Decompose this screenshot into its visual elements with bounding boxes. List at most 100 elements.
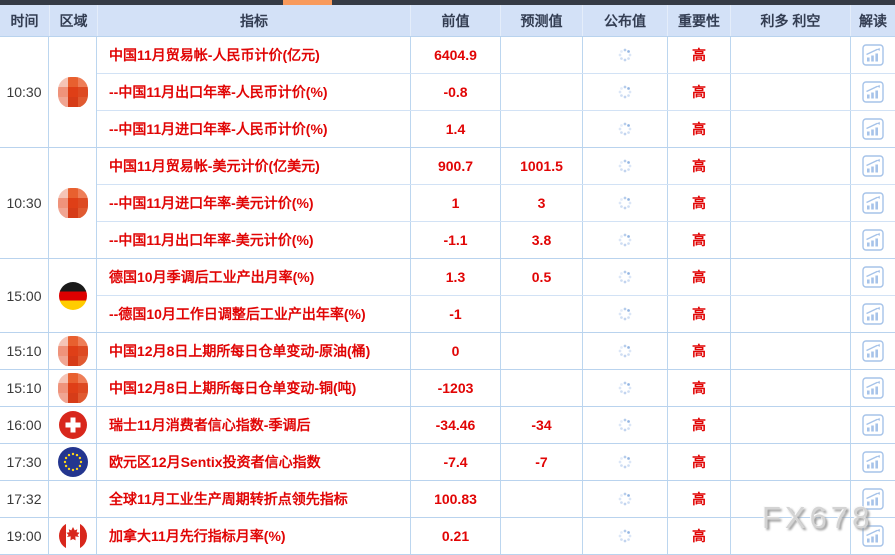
table-row: 中国11月贸易帐-人民币计价(亿元) 6404.9 高 [97, 37, 895, 73]
forecast-value [500, 333, 582, 369]
header-cell-interpret: 解读 [850, 5, 895, 36]
loading-spinner-icon [618, 455, 632, 469]
forecast-value [500, 370, 582, 406]
indicator-name[interactable]: --中国11月出口年率-美元计价(%) [109, 232, 314, 248]
published-value-pending [582, 37, 667, 73]
time-cell: 15:10 [0, 370, 49, 406]
indicator-name[interactable]: 中国12月8日上期所每日仓单变动-铜(吨) [109, 380, 357, 396]
importance-badge: 高 [667, 185, 730, 221]
region-cell [49, 259, 97, 332]
published-value-pending [582, 444, 667, 480]
bar-chart-arrow-icon [862, 488, 884, 510]
table-row: --中国11月进口年率-美元计价(%) 1 3 高 [97, 184, 895, 221]
china-flag-icon [57, 335, 88, 367]
previous-value: 0 [410, 333, 500, 369]
previous-value: -1 [410, 296, 500, 332]
interpret-button[interactable] [850, 111, 895, 147]
indicator-name[interactable]: --中国11月进口年率-美元计价(%) [109, 195, 314, 211]
forecast-value [500, 296, 582, 332]
previous-value: -1203 [410, 370, 500, 406]
interpret-button[interactable] [850, 370, 895, 406]
bias-cell [730, 481, 850, 517]
forecast-value: -7 [500, 444, 582, 480]
forecast-value [500, 481, 582, 517]
indicator-name[interactable]: --中国11月出口年率-人民币计价(%) [109, 84, 328, 100]
indicator-name[interactable]: 瑞士11月消费者信心指数-季调后 [109, 417, 311, 433]
interpret-button[interactable] [850, 74, 895, 110]
table-row: --中国11月进口年率-人民币计价(%) 1.4 高 [97, 110, 895, 147]
calendar-group: 15:10 中国12月8日上期所每日仓单变动-原油(桶) 0 高 [0, 333, 895, 370]
time-cell: 10:30 [0, 37, 49, 147]
interpret-button[interactable] [850, 296, 895, 332]
table-row: 加拿大11月先行指标月率(%) 0.21 高 [97, 518, 895, 554]
bias-cell [730, 111, 850, 147]
time-cell: 15:00 [0, 259, 49, 332]
bias-cell [730, 37, 850, 73]
previous-value: -1.1 [410, 222, 500, 258]
loading-spinner-icon [618, 85, 632, 99]
previous-value: 1 [410, 185, 500, 221]
header-cell-region: 区域 [49, 5, 97, 36]
importance-badge: 高 [667, 74, 730, 110]
importance-badge: 高 [667, 518, 730, 554]
importance-badge: 高 [667, 444, 730, 480]
bar-chart-arrow-icon [862, 229, 884, 251]
indicator-name[interactable]: 中国11月贸易帐-人民币计价(亿元) [109, 47, 320, 63]
eu-flag-icon [57, 447, 88, 477]
interpret-button[interactable] [850, 518, 895, 554]
loading-spinner-icon [618, 307, 632, 321]
interpret-button[interactable] [850, 37, 895, 73]
bias-cell [730, 296, 850, 332]
loading-spinner-icon [618, 344, 632, 358]
interpret-button[interactable] [850, 148, 895, 184]
table-row: --中国11月出口年率-美元计价(%) -1.1 3.8 高 [97, 221, 895, 258]
indicator-name[interactable]: --中国11月进口年率-人民币计价(%) [109, 121, 328, 137]
table-header: 时间 区域 指标 前值 预测值 公布值 重要性 利多 利空 解读 [0, 5, 895, 37]
interpret-button[interactable] [850, 444, 895, 480]
table-body: 10:30 中国11月贸易帐-人民币计价(亿元) 6404.9 高 --中国11月出口年… [0, 37, 895, 555]
calendar-group: 17:30 欧元区12月Sentix投资者信心指数 -7.4 -7 高 [0, 444, 895, 481]
loading-spinner-icon [618, 233, 632, 247]
importance-badge: 高 [667, 370, 730, 406]
indicator-name[interactable]: --德国10月工作日调整后工业产出年率(%) [109, 306, 366, 322]
published-value-pending [582, 370, 667, 406]
bias-cell [730, 259, 850, 295]
interpret-button[interactable] [850, 185, 895, 221]
previous-value: -0.8 [410, 74, 500, 110]
importance-badge: 高 [667, 333, 730, 369]
interpret-button[interactable] [850, 333, 895, 369]
bar-chart-arrow-icon [862, 303, 884, 325]
top-scrollbar-thumb[interactable] [283, 0, 332, 5]
china-flag-icon [57, 372, 88, 404]
published-value-pending [582, 148, 667, 184]
published-value-pending [582, 185, 667, 221]
published-value-pending [582, 111, 667, 147]
region-cell [49, 333, 97, 369]
previous-value: 1.3 [410, 259, 500, 295]
loading-spinner-icon [618, 381, 632, 395]
interpret-button[interactable] [850, 481, 895, 517]
published-value-pending [582, 222, 667, 258]
indicator-name[interactable]: 全球11月工业生产周期转折点领先指标 [109, 491, 348, 507]
interpret-button[interactable] [850, 259, 895, 295]
header-cell-time: 时间 [10, 12, 39, 29]
interpret-button[interactable] [850, 407, 895, 443]
time-cell: 16:00 [0, 407, 49, 443]
published-value-pending [582, 518, 667, 554]
indicator-name[interactable]: 中国12月8日上期所每日仓单变动-原油(桶) [109, 343, 371, 359]
bar-chart-arrow-icon [862, 81, 884, 103]
calendar-group: 10:30 中国11月贸易帐-人民币计价(亿元) 6404.9 高 --中国11月出口年… [0, 37, 895, 148]
table-row: 德国10月季调后工业产出月率(%) 1.3 0.5 高 [97, 259, 895, 295]
bar-chart-arrow-icon [862, 155, 884, 177]
forecast-value: 3.8 [500, 222, 582, 258]
indicator-name[interactable]: 德国10月季调后工业产出月率(%) [109, 269, 315, 285]
indicator-name[interactable]: 欧元区12月Sentix投资者信心指数 [109, 454, 321, 470]
table-row: 中国12月8日上期所每日仓单变动-原油(桶) 0 高 [97, 333, 895, 369]
previous-value: 6404.9 [410, 37, 500, 73]
forecast-value: -34 [500, 407, 582, 443]
indicator-name[interactable]: 中国11月贸易帐-美元计价(亿美元) [109, 158, 320, 174]
table-row: --德国10月工作日调整后工业产出年率(%) -1 高 [97, 295, 895, 332]
interpret-button[interactable] [850, 222, 895, 258]
table-row: 欧元区12月Sentix投资者信心指数 -7.4 -7 高 [97, 444, 895, 480]
indicator-name[interactable]: 加拿大11月先行指标月率(%) [109, 528, 286, 544]
